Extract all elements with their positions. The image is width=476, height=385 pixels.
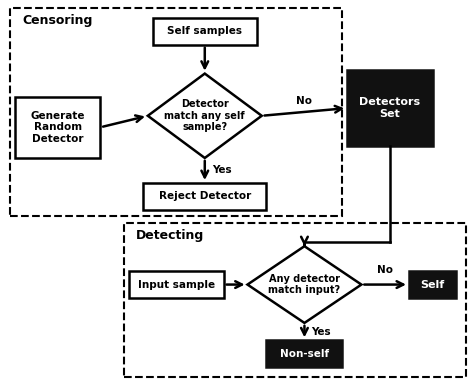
Text: Yes: Yes bbox=[212, 166, 231, 176]
FancyBboxPatch shape bbox=[267, 340, 342, 367]
Text: Detector
match any self
sample?: Detector match any self sample? bbox=[165, 99, 245, 132]
Text: Input sample: Input sample bbox=[138, 280, 215, 290]
FancyBboxPatch shape bbox=[10, 8, 342, 216]
FancyBboxPatch shape bbox=[143, 183, 267, 210]
Text: Any detector
match input?: Any detector match input? bbox=[268, 274, 340, 295]
Text: Non-self: Non-self bbox=[280, 348, 329, 358]
Text: No: No bbox=[297, 96, 312, 106]
Text: Generate
Random
Detector: Generate Random Detector bbox=[30, 110, 85, 144]
Text: Self: Self bbox=[420, 280, 445, 290]
FancyBboxPatch shape bbox=[124, 223, 466, 377]
Text: Reject Detector: Reject Detector bbox=[159, 191, 251, 201]
FancyBboxPatch shape bbox=[347, 70, 433, 146]
FancyBboxPatch shape bbox=[153, 18, 257, 45]
FancyBboxPatch shape bbox=[409, 271, 456, 298]
Polygon shape bbox=[148, 74, 262, 158]
Text: Self samples: Self samples bbox=[167, 27, 242, 37]
Text: No: No bbox=[377, 265, 393, 275]
Text: Detectors
Set: Detectors Set bbox=[359, 97, 420, 119]
Text: Censoring: Censoring bbox=[22, 14, 92, 27]
Text: Yes: Yes bbox=[312, 326, 331, 336]
FancyBboxPatch shape bbox=[129, 271, 224, 298]
FancyBboxPatch shape bbox=[15, 97, 100, 158]
Text: Detecting: Detecting bbox=[136, 229, 204, 242]
Polygon shape bbox=[248, 246, 361, 323]
